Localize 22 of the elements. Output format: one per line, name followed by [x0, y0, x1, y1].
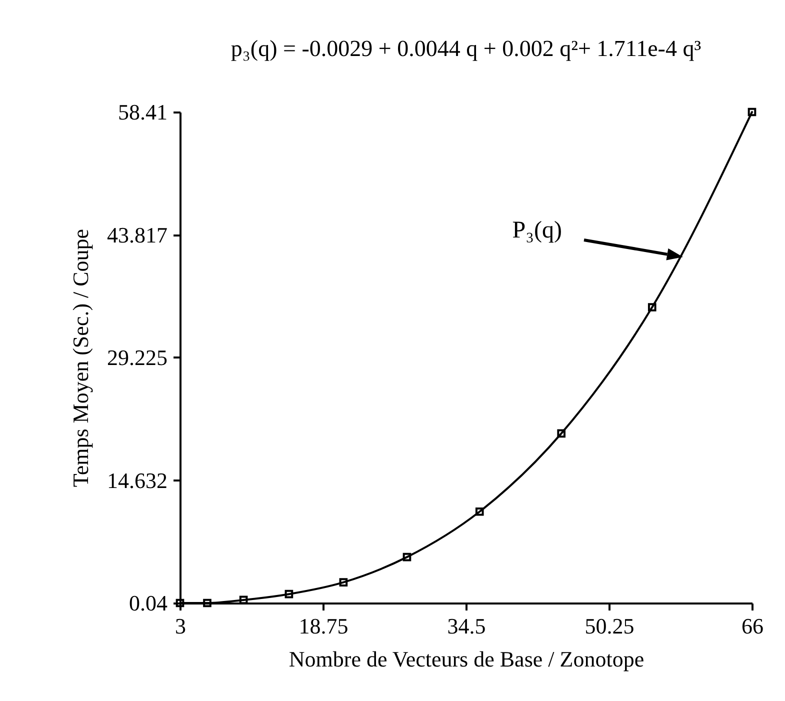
- x-tick-label: 18.75: [298, 614, 348, 638]
- point: [402, 552, 412, 562]
- x-tick-label: 66: [742, 614, 764, 638]
- y-tick-label: 43.817: [107, 222, 168, 248]
- point: [284, 590, 294, 598]
- x-tick-label: 50.25: [584, 614, 634, 638]
- y-tick-label: 58.41: [118, 100, 168, 124]
- x-tick-label: 3: [175, 614, 186, 638]
- point: [557, 429, 566, 438]
- x-tick-label: 34.5: [447, 614, 486, 638]
- y-tick-label: 14.632: [107, 468, 168, 493]
- chart-title: p₃(q) = -0.0029 + 0.0044 q + 0.002 q²+ 1.711e-4 q³: [230, 36, 702, 61]
- x-axis-title: Nombre de Vecteurs de Base / Zonotope: [288, 646, 644, 672]
- annotation: P₃(q): [512, 218, 562, 244]
- point: [203, 598, 212, 608]
- y-axis-title: Temps Moyen (Sec.) / Coupe: [68, 228, 93, 488]
- y-tick-label: 29.225: [107, 345, 168, 370]
- y-tick-label: 0.04: [129, 590, 168, 616]
- point: [339, 578, 348, 586]
- point: [648, 303, 656, 312]
- point: [748, 108, 756, 116]
- point: [475, 507, 484, 516]
